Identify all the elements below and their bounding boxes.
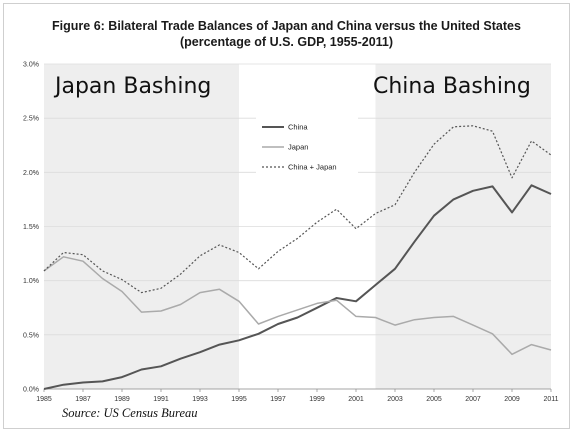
series-line-japan [43, 256, 552, 356]
y-tick-label: 1.0% [23, 278, 39, 285]
y-tick-label: 0.0% [23, 387, 39, 394]
y-tick-label: 3.0% [23, 62, 39, 69]
x-tick-label: 1987 [75, 396, 91, 403]
legend-label: Japan [288, 143, 308, 152]
x-tick-label: 2011 [543, 396, 558, 403]
x-tick-label: 2007 [465, 396, 481, 403]
era-label-0: Japan Bashing [53, 74, 211, 99]
x-tick-label: 2001 [348, 396, 364, 403]
legend-label: China + Japan [288, 163, 337, 172]
x-tick-label: 2003 [387, 396, 403, 403]
y-tick-label: 0.5% [23, 332, 39, 339]
chart-title: Figure 6: Bilateral Trade Balances of Ja… [0, 18, 573, 50]
series-line-china [43, 184, 552, 390]
x-tick-label: 1989 [114, 396, 130, 403]
series-line-china-japan [43, 125, 552, 294]
chart-title-line2: (percentage of U.S. GDP, 1955-2011) [179, 35, 394, 49]
y-tick-label: 2.5% [23, 116, 39, 123]
x-tick-label: 1999 [309, 396, 325, 403]
x-tick-label: 1997 [270, 396, 286, 403]
x-tick-label: 1991 [153, 396, 169, 403]
source-note: Source: US Census Bureau [62, 406, 198, 420]
x-tick-label: 2009 [504, 396, 520, 403]
y-tick-label: 2.0% [23, 170, 39, 177]
x-tick-label: 1993 [192, 396, 208, 403]
x-tick-label: 1995 [231, 396, 247, 403]
era-label-1: China Bashing [373, 74, 531, 99]
chart-title-line1: Figure 6: Bilateral Trade Balances of Ja… [52, 19, 521, 33]
legend-label: China [288, 123, 308, 132]
y-tick-label: 1.5% [23, 224, 39, 231]
x-tick-label: 2005 [426, 396, 442, 403]
x-tick-label: 1985 [36, 396, 52, 403]
